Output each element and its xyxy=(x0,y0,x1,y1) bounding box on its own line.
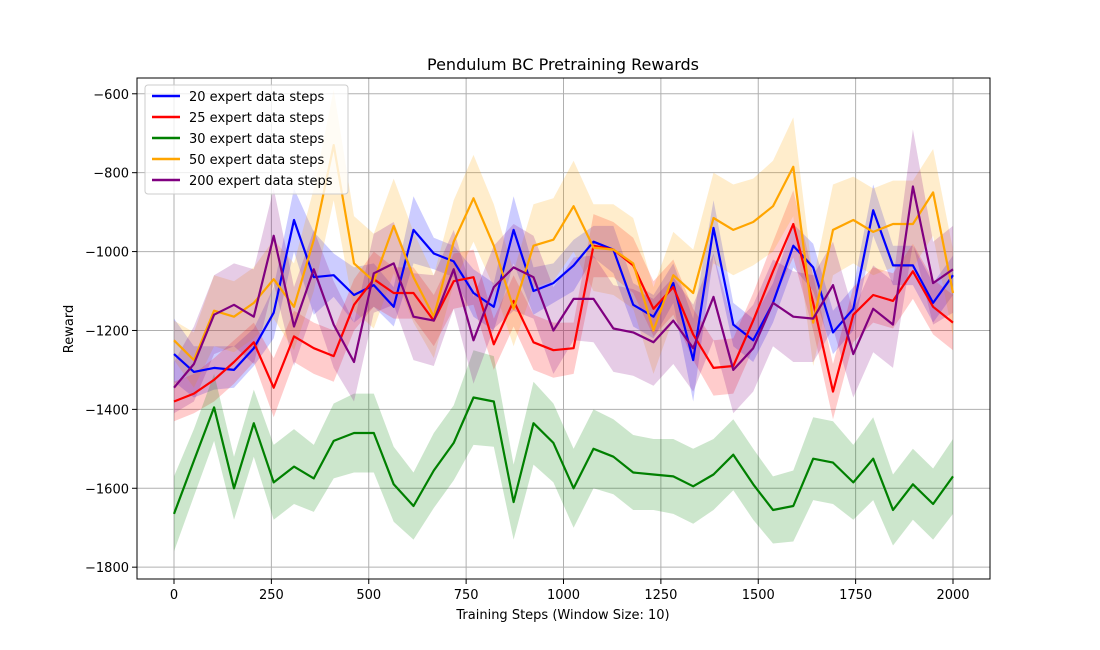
chart-title: Pendulum BC Pretraining Rewards xyxy=(427,55,699,74)
legend-label: 50 expert data steps xyxy=(189,153,324,168)
series-line xyxy=(173,144,955,362)
series-line xyxy=(173,222,954,403)
series-line xyxy=(172,396,954,515)
y-axis-label: Reward xyxy=(62,305,77,353)
series-lines xyxy=(172,144,955,515)
legend-label: 200 expert data steps xyxy=(189,174,333,189)
y-tick-label: −1600 xyxy=(85,482,129,497)
legend-box xyxy=(144,84,349,195)
x-tick-label: 1500 xyxy=(742,588,775,603)
series-band xyxy=(174,129,953,414)
x-tick-label: 500 xyxy=(356,588,381,603)
x-tick-label: 1750 xyxy=(839,588,872,603)
legend-label: 20 expert data steps xyxy=(189,90,324,105)
x-tick-label: 0 xyxy=(170,588,178,603)
y-tick-label: −600 xyxy=(93,88,129,103)
x-tick-label: 250 xyxy=(259,588,284,603)
x-tick-label: 1000 xyxy=(547,588,580,603)
y-tick-label: −1400 xyxy=(85,403,129,418)
x-tick-label: 2000 xyxy=(936,588,969,603)
y-tick-label: −1200 xyxy=(85,324,129,339)
y-tick-label: −1800 xyxy=(85,561,129,576)
x-axis-label: Training Steps (Window Size: 10) xyxy=(455,608,669,623)
legend-label: 30 expert data steps xyxy=(189,132,324,147)
series-band xyxy=(174,89,953,388)
series-band xyxy=(174,184,953,402)
x-tick-label: 750 xyxy=(454,588,479,603)
x-axis-ticks: 0 250 500 750 1000 1250 1500 1750 2000 xyxy=(170,579,970,603)
y-tick-label: −1000 xyxy=(85,246,129,261)
y-tick-label: −800 xyxy=(93,167,129,182)
x-tick-label: 1250 xyxy=(644,588,677,603)
legend-label: 25 expert data steps xyxy=(189,111,324,126)
confidence-bands xyxy=(174,89,953,552)
series-band xyxy=(174,190,953,422)
grid-lines xyxy=(137,78,990,579)
series-line xyxy=(173,185,954,389)
legend: 20 expert data steps 25 expert data steps… xyxy=(144,84,349,195)
series-band xyxy=(174,350,953,552)
y-axis-ticks: −1800 −1600 −1400 −1200 −1000 −800 −600 xyxy=(85,88,137,576)
